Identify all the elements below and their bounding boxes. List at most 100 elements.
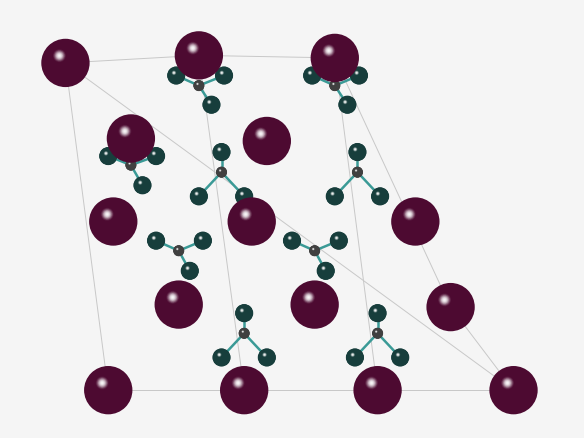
Circle shape [241,193,248,200]
Circle shape [220,366,268,414]
Circle shape [378,194,382,198]
Circle shape [155,155,158,158]
Circle shape [99,381,117,399]
Circle shape [501,376,514,389]
Circle shape [243,332,245,335]
Circle shape [511,388,516,392]
Circle shape [335,237,338,239]
Circle shape [302,291,315,304]
Circle shape [333,235,345,247]
Circle shape [239,328,249,338]
Circle shape [155,239,158,242]
Circle shape [318,263,334,279]
Circle shape [331,192,334,195]
Circle shape [239,328,249,339]
Circle shape [57,54,74,72]
Circle shape [255,128,266,140]
Circle shape [304,67,321,84]
Circle shape [197,84,201,88]
Circle shape [220,151,223,154]
Circle shape [196,233,210,248]
Circle shape [126,160,136,170]
Circle shape [183,264,196,278]
Circle shape [120,128,141,149]
Circle shape [221,152,222,153]
Circle shape [96,376,109,389]
Circle shape [141,184,144,186]
Circle shape [114,121,148,155]
Circle shape [221,171,223,173]
Circle shape [54,51,64,61]
Circle shape [355,170,360,174]
Circle shape [240,308,244,312]
Circle shape [353,168,362,177]
Circle shape [352,353,354,356]
Circle shape [217,353,227,362]
Circle shape [102,149,115,162]
Circle shape [307,297,322,312]
Circle shape [327,49,330,52]
Circle shape [289,237,291,239]
Circle shape [126,160,136,170]
Circle shape [395,352,405,363]
Circle shape [217,147,221,152]
Circle shape [354,149,360,155]
Circle shape [373,189,388,204]
Circle shape [376,312,379,314]
Circle shape [240,308,244,313]
Circle shape [173,246,184,256]
Circle shape [258,349,276,366]
Circle shape [179,35,219,75]
Circle shape [285,233,299,248]
Circle shape [218,148,220,150]
Circle shape [220,171,223,173]
Circle shape [318,263,333,279]
Circle shape [242,311,246,315]
Circle shape [194,191,204,201]
Circle shape [189,270,190,272]
Circle shape [103,211,124,232]
Circle shape [371,384,384,397]
Circle shape [241,193,243,195]
Circle shape [190,46,195,50]
Circle shape [371,307,384,319]
Circle shape [150,149,163,162]
Circle shape [331,81,339,90]
Circle shape [232,376,245,389]
Circle shape [220,71,224,75]
Circle shape [243,312,245,314]
Circle shape [192,189,206,203]
Circle shape [194,192,203,201]
Circle shape [357,171,358,173]
Circle shape [218,169,222,172]
Circle shape [307,71,317,80]
Circle shape [242,331,246,336]
Circle shape [203,95,221,114]
Circle shape [346,103,349,106]
Circle shape [306,70,318,81]
Circle shape [505,380,510,386]
Circle shape [196,193,197,195]
Circle shape [246,216,258,227]
Circle shape [242,331,244,332]
Circle shape [258,132,276,150]
Circle shape [332,83,337,88]
Circle shape [218,354,220,356]
Circle shape [263,354,270,361]
Circle shape [437,293,464,321]
Circle shape [223,369,265,411]
Circle shape [176,248,178,250]
Circle shape [196,83,199,85]
Circle shape [377,193,378,194]
Circle shape [403,208,416,221]
Circle shape [230,200,273,243]
Circle shape [506,383,521,397]
Circle shape [96,205,130,238]
Circle shape [374,330,381,337]
Circle shape [237,189,251,203]
Circle shape [286,235,298,247]
Circle shape [149,149,163,163]
Circle shape [244,213,247,216]
Circle shape [440,296,449,304]
Circle shape [347,104,348,105]
